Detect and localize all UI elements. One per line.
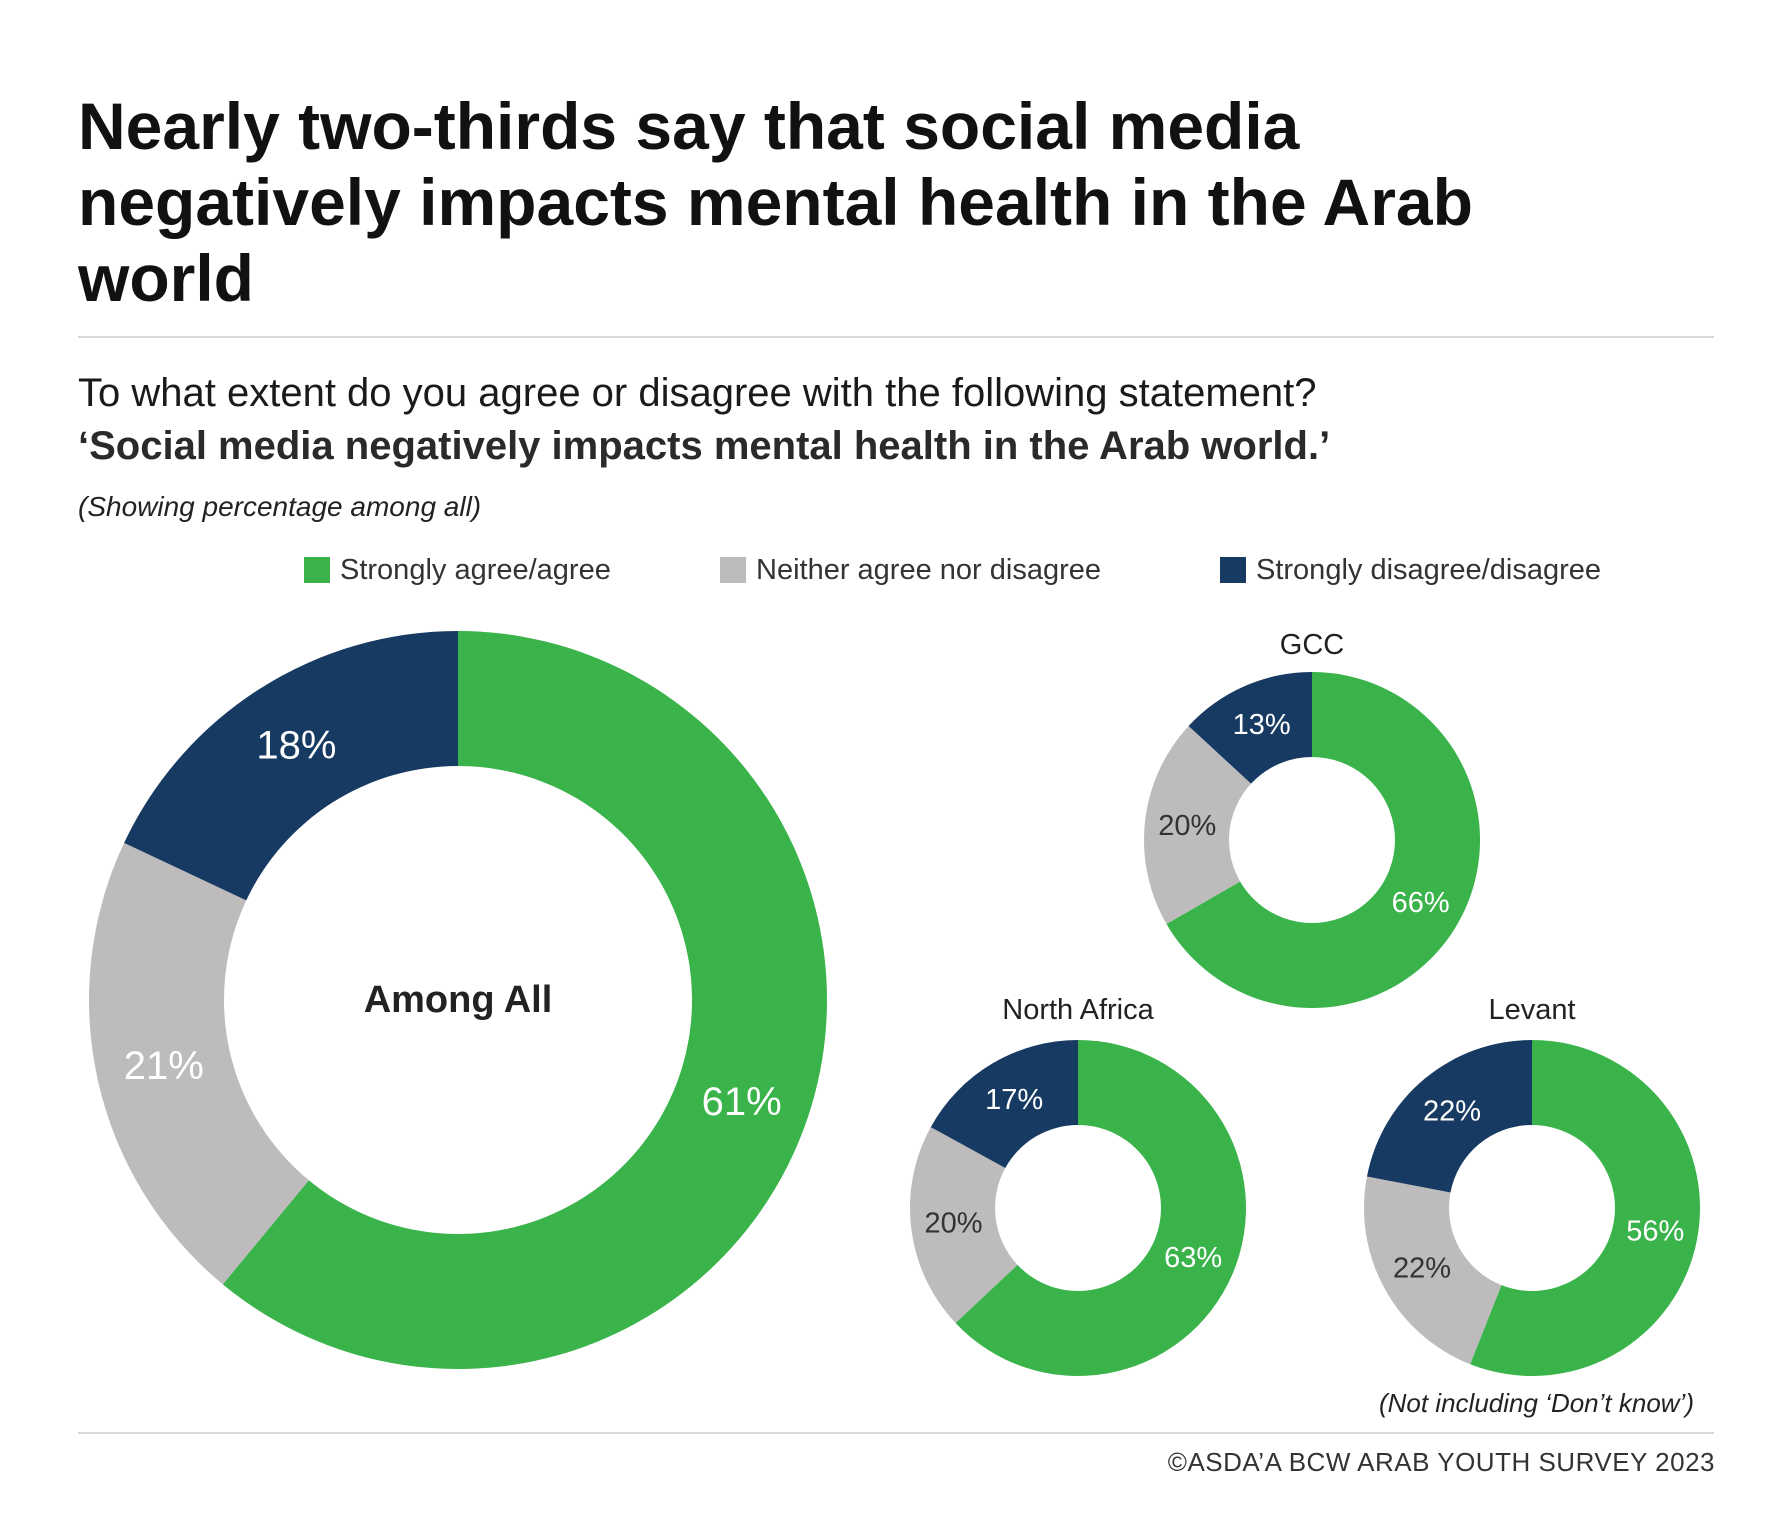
value-label-among-all-disagree: 18% bbox=[256, 723, 336, 767]
slice-levant-disagree bbox=[1366, 1040, 1532, 1193]
slice-gcc-neutral bbox=[1144, 726, 1252, 924]
legend-label-neutral: Neither agree nor disagree bbox=[756, 553, 1101, 586]
value-label-north-africa-neutral: 20% bbox=[924, 1208, 982, 1240]
slice-among-all-agree bbox=[222, 631, 828, 1370]
donut-among-all: 61% 21% 18% Among All bbox=[89, 631, 828, 1370]
donut-gcc: 66% 20% 13% GCC bbox=[1144, 629, 1480, 1008]
source-credit: ©ASDA’A BCW ARAB YOUTH SURVEY 2023 bbox=[1167, 1447, 1715, 1477]
chart-title: Nearly two-thirds say that social media … bbox=[78, 89, 1473, 315]
legend-swatch-agree bbox=[304, 557, 330, 583]
slice-gcc-agree bbox=[1166, 672, 1480, 1008]
slice-among-all-neutral bbox=[89, 842, 309, 1285]
survey-statement: ‘Social media negatively impacts mental … bbox=[78, 424, 1331, 468]
base-note: (Showing percentage among all) bbox=[78, 491, 482, 522]
value-label-levant-neutral: 22% bbox=[1393, 1252, 1451, 1284]
legend-item-disagree: Strongly disagree/disagree bbox=[1220, 550, 1601, 590]
exclusion-note: (Not including ‘Don’t know’) bbox=[1378, 1388, 1694, 1418]
value-label-among-all-neutral: 21% bbox=[124, 1044, 204, 1088]
value-label-north-africa-agree: 63% bbox=[1164, 1242, 1222, 1274]
legend-label-agree: Strongly agree/agree bbox=[340, 553, 611, 586]
donut-north-africa: 63% 20% 17% North Africa bbox=[909, 994, 1246, 1376]
legend-item-agree: Strongly agree/agree bbox=[304, 550, 611, 590]
slice-north-africa-agree bbox=[955, 1040, 1246, 1376]
value-label-gcc-agree: 66% bbox=[1392, 887, 1450, 919]
donut-title-north-africa: North Africa bbox=[1002, 994, 1154, 1026]
legend: Strongly agree/agree Neither agree nor d… bbox=[0, 550, 1791, 590]
slice-gcc-disagree bbox=[1188, 672, 1312, 784]
donut-title-levant: Levant bbox=[1488, 994, 1575, 1026]
value-label-levant-disagree: 22% bbox=[1423, 1095, 1481, 1127]
survey-question: To what extent do you agree or disagree … bbox=[78, 371, 1317, 415]
legend-label-disagree: Strongly disagree/disagree bbox=[1256, 553, 1601, 586]
donut-title-gcc: GCC bbox=[1280, 629, 1344, 661]
slice-north-africa-neutral bbox=[909, 1127, 1018, 1324]
slice-levant-neutral bbox=[1363, 1176, 1502, 1365]
donut-title-among-all: Among All bbox=[364, 979, 553, 1021]
bottom-divider bbox=[78, 1432, 1714, 1434]
value-label-gcc-neutral: 20% bbox=[1158, 810, 1216, 842]
slice-north-africa-disagree bbox=[930, 1040, 1078, 1169]
legend-item-neutral: Neither agree nor disagree bbox=[720, 550, 1101, 590]
value-label-gcc-disagree: 13% bbox=[1233, 709, 1291, 741]
slice-levant-agree bbox=[1470, 1040, 1701, 1376]
legend-swatch-neutral bbox=[720, 557, 746, 583]
value-label-among-all-agree: 61% bbox=[702, 1080, 782, 1124]
slice-among-all-disagree bbox=[124, 631, 458, 901]
donut-levant: 56% 22% 22% Levant bbox=[1363, 994, 1701, 1376]
value-label-levant-agree: 56% bbox=[1626, 1216, 1684, 1248]
value-label-north-africa-disagree: 17% bbox=[985, 1084, 1043, 1116]
legend-swatch-disagree bbox=[1220, 557, 1246, 583]
top-divider bbox=[78, 336, 1714, 338]
